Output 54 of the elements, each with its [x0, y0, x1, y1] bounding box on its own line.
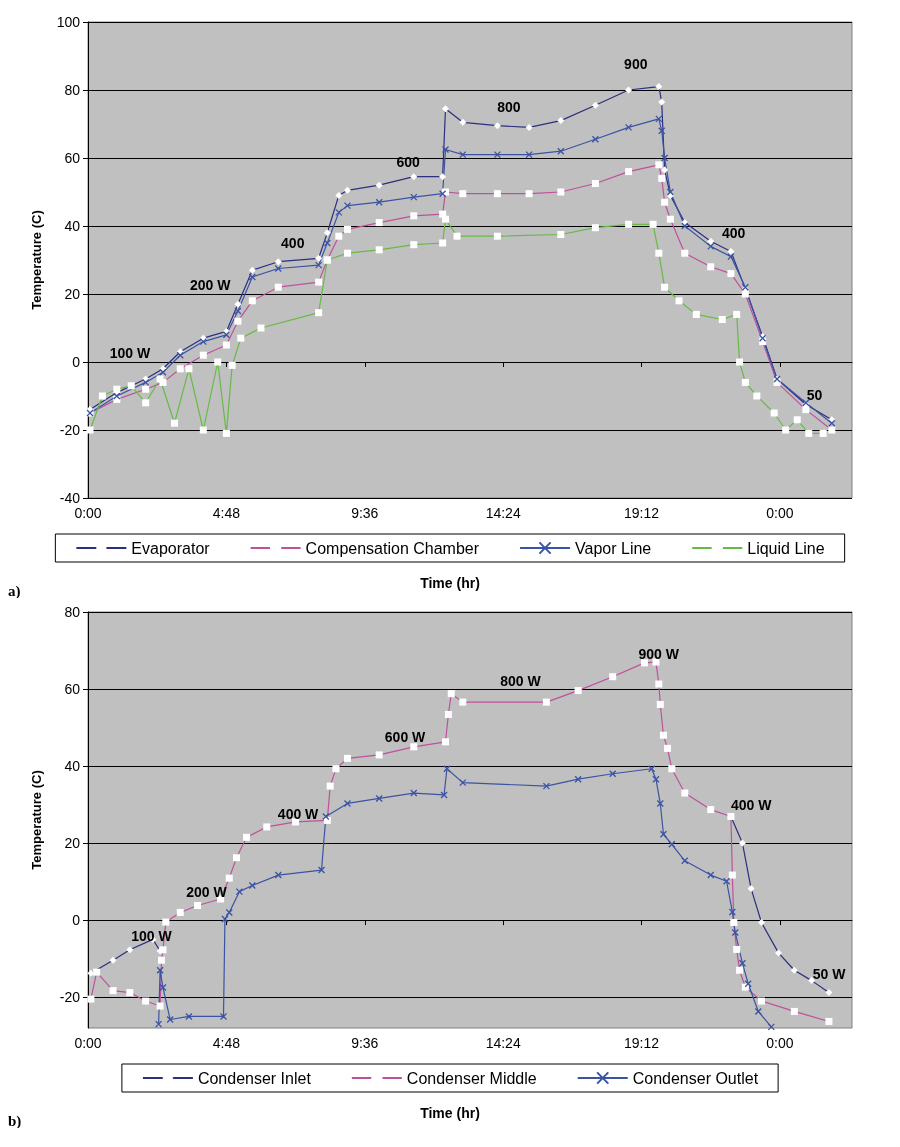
- y-tick-label: 80: [64, 604, 81, 620]
- y-tick-label: 80: [64, 82, 81, 98]
- annotation: 200 W: [186, 883, 228, 900]
- annotation: 900 W: [638, 646, 680, 663]
- x-tick-label: 19:12: [624, 1035, 660, 1051]
- annotation: 800: [497, 99, 521, 116]
- x-tick-label: 9:36: [351, 505, 379, 521]
- text: a): [8, 582, 21, 600]
- annotation: 400: [281, 234, 305, 251]
- legend-label: Evaporator: [131, 539, 211, 557]
- legend-label: Compensation Chamber: [305, 539, 480, 557]
- x-axis-title: Time (hr): [420, 575, 480, 591]
- x-tick-label: 4:48: [212, 1035, 241, 1051]
- annotation: 100 W: [131, 927, 173, 944]
- x-tick-label: 14:24: [485, 1035, 521, 1051]
- annotation: 400 W: [730, 797, 773, 814]
- legend-label: Condenser Middle: [406, 1069, 537, 1087]
- annotation: 100 W: [109, 344, 152, 361]
- x-tick-label: 19:12: [624, 505, 660, 521]
- x-tick-label: 14:24: [485, 505, 521, 521]
- annotation: 400: [721, 224, 746, 241]
- x-tick-label: 0:00: [766, 1035, 794, 1051]
- y-tick-label: 60: [64, 150, 81, 166]
- x-axis-title: Time (hr): [420, 1105, 480, 1121]
- annotation: 200 W: [190, 277, 232, 294]
- x-tick-label: 0:00: [766, 505, 794, 521]
- annotation: 800 W: [500, 672, 542, 689]
- y-tick-label: 0: [72, 912, 81, 929]
- y-axis-title: Temperature (C): [29, 210, 44, 310]
- y-tick-label: 20: [64, 835, 81, 852]
- y-tick-label: 20: [64, 286, 81, 302]
- annotation: 900: [624, 56, 648, 73]
- text: b): [8, 1112, 22, 1130]
- annotation: 50 W: [812, 965, 847, 982]
- annotation: 600 W: [384, 728, 427, 745]
- y-tick-label: 100: [56, 14, 81, 30]
- y-tick-label: 60: [64, 681, 81, 698]
- x-tick-label: 4:48: [212, 505, 241, 521]
- y-axis-title: Temperature (C): [29, 770, 44, 870]
- y-tick-label: 40: [64, 218, 81, 234]
- legend-label: Vapor Line: [575, 539, 652, 557]
- y-tick-label: -40: [59, 490, 81, 506]
- x-tick-label: 0:00: [74, 505, 102, 521]
- legend-label: Condenser Outlet: [632, 1069, 759, 1087]
- y-tick-label: -20: [59, 422, 81, 438]
- legend-label: Liquid Line: [747, 539, 825, 557]
- y-tick-label: 0: [72, 354, 81, 370]
- y-tick-label: -20: [59, 989, 81, 1006]
- annotation: 400 W: [277, 805, 320, 822]
- annotation: 50: [806, 386, 823, 403]
- x-tick-label: 0:00: [74, 1035, 102, 1051]
- x-tick-label: 9:36: [351, 1035, 379, 1051]
- legend-label: Condenser Inlet: [197, 1069, 312, 1087]
- y-tick-label: 40: [64, 758, 81, 775]
